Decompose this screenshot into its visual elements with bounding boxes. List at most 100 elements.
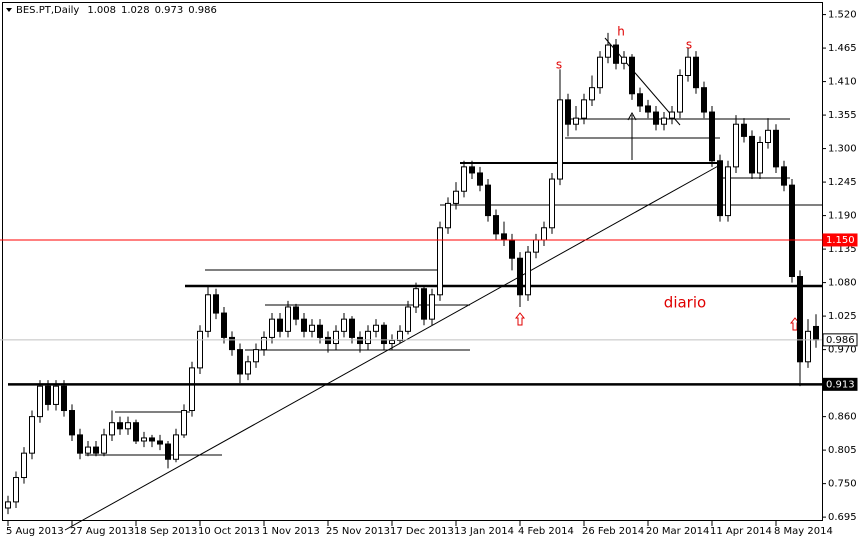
- candle-body: [357, 336, 363, 345]
- x-tick-label: 8 May 2014: [774, 526, 833, 537]
- candle-body: [181, 410, 187, 436]
- y-tick-label: 0.860: [828, 412, 857, 423]
- candle-body: [381, 324, 387, 345]
- candle-body: [461, 166, 467, 192]
- menu-triangle: [6, 8, 12, 12]
- candle-body: [637, 93, 643, 107]
- candle-body: [709, 111, 715, 162]
- candle-body: [213, 294, 219, 314]
- x-tick-label: 11 Apr 2014: [710, 526, 772, 537]
- candle-body: [717, 160, 723, 217]
- candle-body: [573, 117, 579, 125]
- y-tick-label: 0.695: [828, 512, 857, 523]
- candle-body: [493, 215, 499, 235]
- candle-body: [69, 410, 75, 436]
- candle-body: [725, 166, 731, 217]
- candle-body: [733, 123, 739, 168]
- candle-body: [549, 178, 555, 229]
- x-tick-label: 5 Aug 2013: [6, 526, 64, 537]
- candle-body: [565, 99, 571, 125]
- header-value: 0.973: [155, 5, 184, 16]
- candle-body: [605, 44, 611, 58]
- candle-body: [197, 330, 203, 369]
- candle-body: [517, 257, 523, 296]
- candle-body: [373, 324, 379, 332]
- candle-body: [341, 318, 347, 332]
- y-tick-label: 1.300: [828, 144, 857, 155]
- candle-body: [541, 227, 547, 241]
- candle-body: [757, 141, 763, 174]
- candle-body: [429, 294, 435, 320]
- y-tick-label: 1.190: [828, 211, 857, 222]
- candle-body: [749, 135, 755, 174]
- symbol-label: BES.PT,Daily: [16, 5, 79, 16]
- x-tick-label: 27 Aug 2013: [70, 526, 134, 537]
- annotation: diario: [664, 294, 706, 312]
- y-tick-label: 0.805: [828, 445, 857, 456]
- x-tick-label: 4 Feb 2014: [518, 526, 574, 537]
- candle-body: [533, 239, 539, 253]
- candle-body: [613, 44, 619, 64]
- candle-body: [421, 288, 427, 320]
- y-tick-label: 0.750: [828, 479, 857, 490]
- candle-body: [621, 56, 627, 64]
- candle-body: [405, 306, 411, 332]
- candle-body: [477, 172, 483, 186]
- candle-body: [53, 385, 59, 405]
- plot-frame: [2, 2, 823, 521]
- candle-body: [21, 452, 27, 479]
- candle-body: [189, 367, 195, 412]
- candle-body: [437, 227, 443, 296]
- x-tick-label: 10 Oct 2013: [198, 526, 260, 537]
- candle-body: [149, 437, 155, 442]
- candle-body: [653, 111, 659, 125]
- candle-body: [501, 233, 507, 241]
- candle-body: [557, 99, 563, 180]
- x-tick-label: 20 Mar 2014: [646, 526, 709, 537]
- candle-body: [701, 87, 707, 113]
- arrow-head: [627, 111, 637, 121]
- candle-body: [813, 325, 819, 341]
- candle-body: [141, 437, 147, 442]
- candle-body: [685, 56, 691, 76]
- annotation: h: [617, 25, 625, 39]
- candle-body: [5, 501, 11, 509]
- price-label: 1.150: [826, 235, 855, 246]
- candle-body: [61, 385, 67, 412]
- header-value: 0.986: [188, 5, 217, 16]
- candle-body: [789, 184, 795, 278]
- candle-body: [77, 434, 83, 454]
- candle-body: [741, 123, 747, 137]
- candle-body: [589, 87, 595, 101]
- candle-body: [37, 385, 43, 418]
- x-tick-label: 1 Nov 2013: [262, 526, 320, 537]
- y-tick-label: 1.465: [828, 43, 857, 54]
- price-label-box: [822, 233, 858, 247]
- x-tick-label: 26 Feb 2014: [582, 526, 644, 537]
- candle-body: [253, 349, 259, 363]
- candle-body: [293, 306, 299, 320]
- y-tick-label: 1.025: [828, 311, 857, 322]
- candle-body: [445, 202, 451, 229]
- candle-body: [773, 129, 779, 168]
- y-tick-label: 1.080: [828, 278, 857, 289]
- candle-body: [157, 440, 163, 445]
- up-arrow: [514, 312, 526, 326]
- candle-body: [29, 416, 35, 454]
- x-tick-label: 25 Nov 2013: [326, 526, 390, 537]
- candle-body: [173, 434, 179, 460]
- candle-body: [597, 56, 603, 89]
- y-tick-label: 0.970: [828, 345, 857, 356]
- candle-body: [797, 276, 803, 363]
- candle-body: [525, 251, 531, 296]
- candle-body: [453, 190, 459, 204]
- x-tick-label: 18 Sep 2013: [134, 526, 197, 537]
- candle-body: [237, 349, 243, 375]
- price-label: 0.986: [826, 335, 855, 346]
- candle-body: [309, 324, 315, 332]
- candle-body: [13, 477, 19, 503]
- candle-body: [661, 117, 667, 125]
- candle-body: [269, 318, 275, 338]
- header-value: 1.008: [87, 5, 116, 16]
